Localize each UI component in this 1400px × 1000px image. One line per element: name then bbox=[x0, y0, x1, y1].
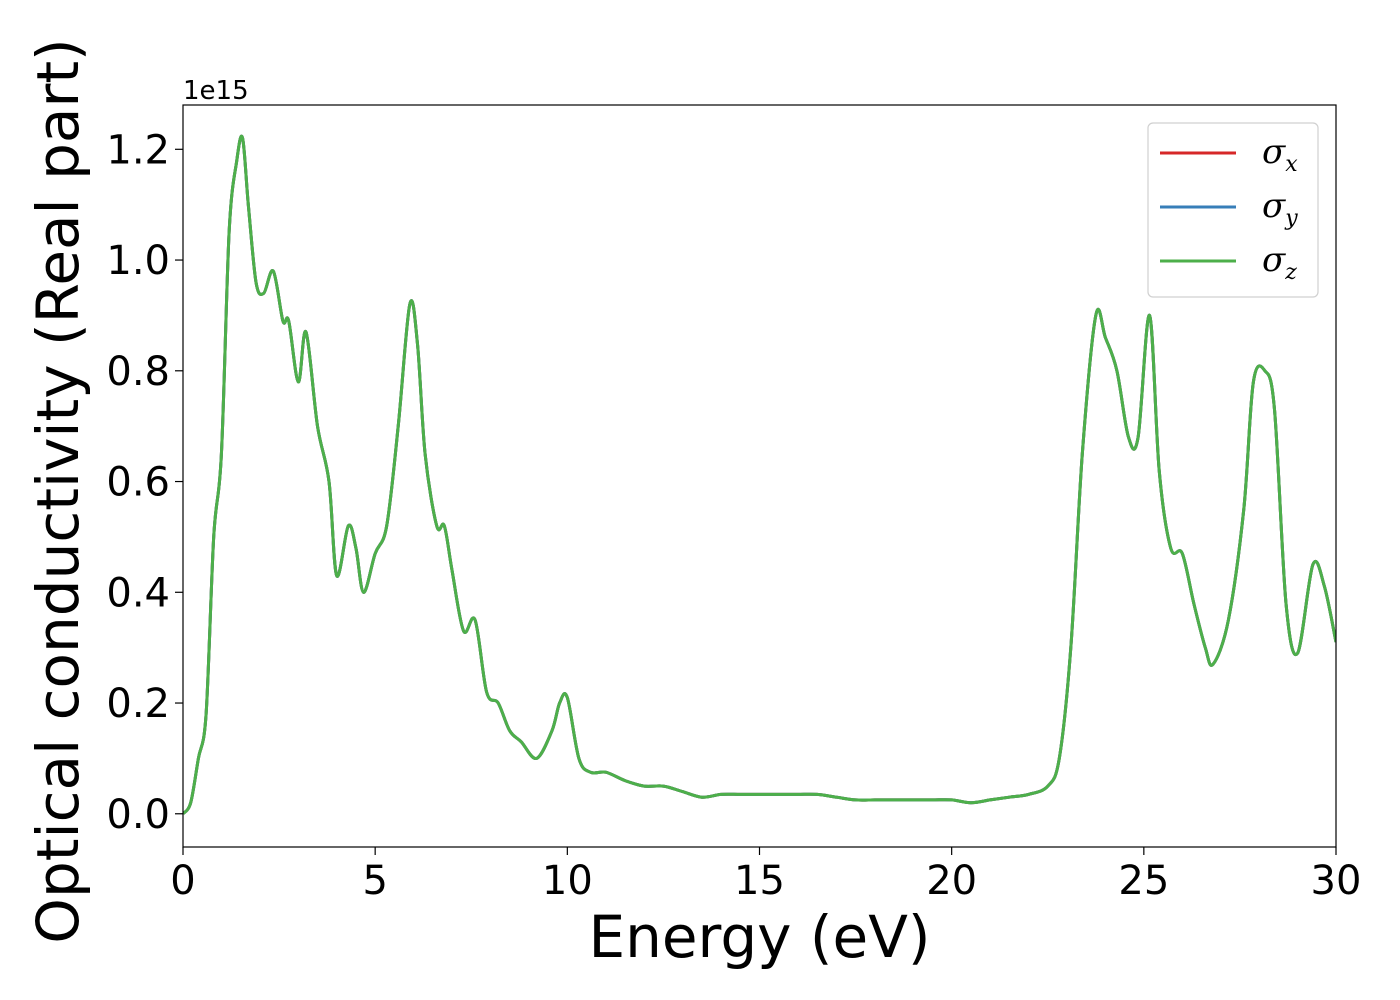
y-tick-label: 0.4 bbox=[106, 570, 170, 616]
x-tick-label: 20 bbox=[926, 858, 977, 904]
x-axis-ticks: 0 5 10 15 20 25 30 bbox=[170, 847, 1361, 904]
y-tick-label: 0.2 bbox=[106, 681, 170, 727]
y-tick-label: 0.8 bbox=[106, 349, 170, 395]
y-offset-label: 1e15 bbox=[183, 76, 249, 106]
y-tick-label: 1.0 bbox=[106, 238, 170, 284]
x-tick-label: 25 bbox=[1118, 858, 1169, 904]
y-tick-label: 1.2 bbox=[106, 127, 170, 173]
x-tick-label: 15 bbox=[734, 858, 785, 904]
x-axis-title: Energy (eV) bbox=[588, 903, 930, 971]
legend-label: σy bbox=[1262, 186, 1298, 231]
legend-label: σx bbox=[1262, 132, 1298, 177]
y-axis-ticks: 0.0 0.2 0.4 0.6 0.8 1.0 1.2 bbox=[106, 127, 183, 838]
y-axis-title: Optical conductivity (Real part) bbox=[24, 38, 92, 943]
legend-box bbox=[1147, 122, 1319, 298]
y-tick-label: 0.0 bbox=[106, 792, 170, 838]
x-tick-label: 0 bbox=[170, 858, 195, 904]
series-line-3 bbox=[183, 134, 1336, 815]
legend: σx σy σz bbox=[1147, 122, 1319, 298]
plot-lines bbox=[183, 134, 1336, 815]
legend-label: σz bbox=[1262, 240, 1297, 285]
y-tick-label: 0.6 bbox=[106, 460, 170, 506]
x-tick-label: 10 bbox=[542, 858, 593, 904]
x-tick-label: 30 bbox=[1311, 858, 1362, 904]
x-tick-label: 5 bbox=[362, 858, 387, 904]
